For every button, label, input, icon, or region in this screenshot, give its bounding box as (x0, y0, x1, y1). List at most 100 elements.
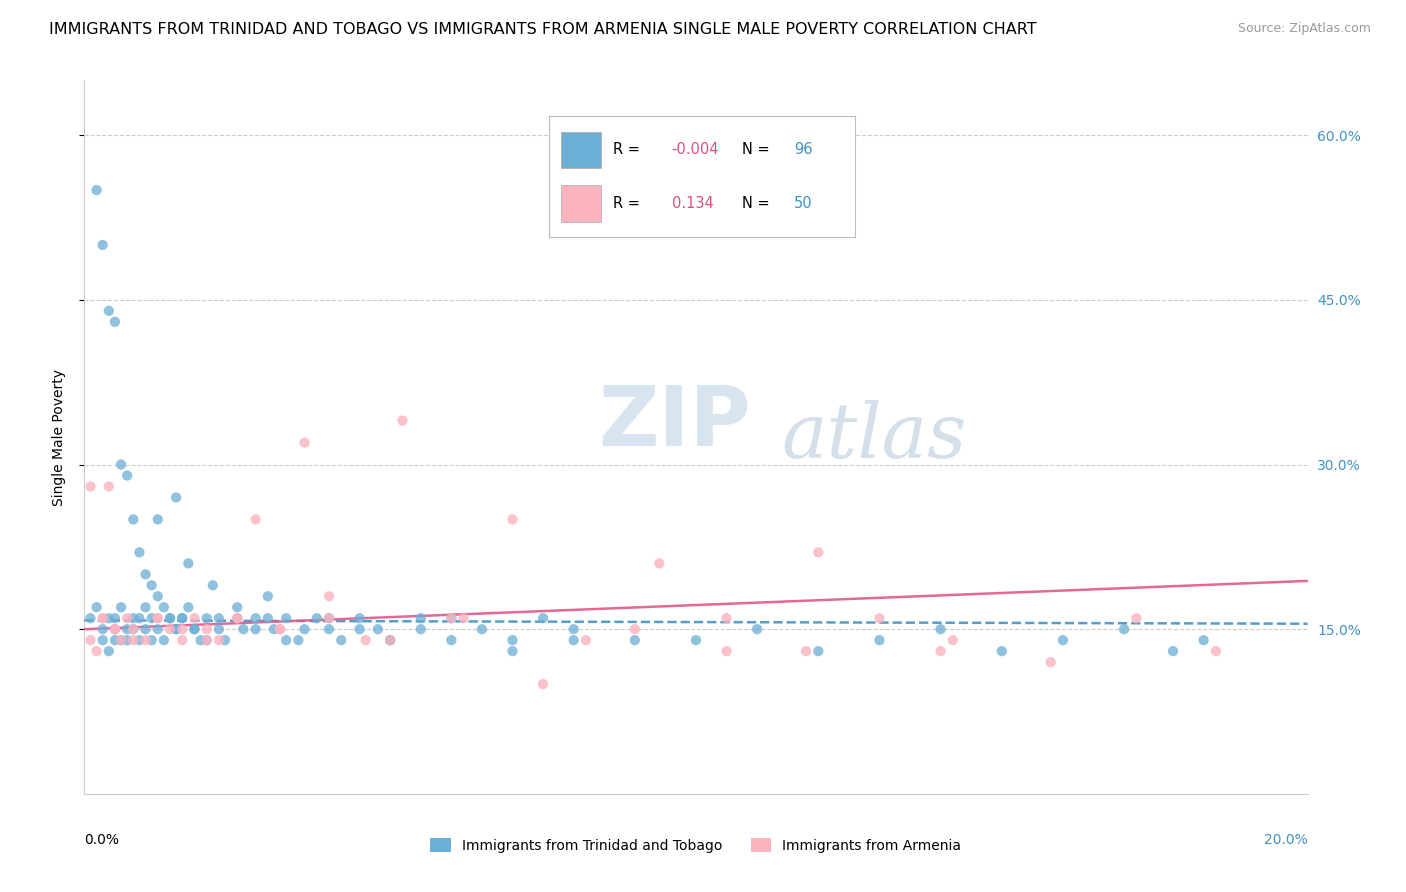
Point (269, 622, 291, 636)
Point (269, 622, 291, 636)
Point (1205, 644, 1227, 658)
Point (135, 567, 157, 582)
Point (115, 633, 138, 648)
Point (531, 677, 554, 691)
Point (380, 633, 402, 648)
Point (929, 622, 952, 636)
Point (440, 611, 463, 625)
Point (135, 622, 157, 636)
Point (245, 611, 267, 625)
Point (575, 633, 598, 648)
FancyBboxPatch shape (561, 132, 602, 168)
Point (159, 622, 181, 636)
Point (391, 414, 413, 428)
Point (257, 589, 280, 603)
Point (195, 611, 218, 625)
Point (91, 633, 114, 648)
Point (97, 611, 120, 625)
Point (942, 633, 965, 648)
Point (214, 633, 236, 648)
Point (409, 622, 432, 636)
Point (624, 633, 647, 648)
Point (226, 600, 249, 615)
Point (146, 611, 169, 625)
Point (122, 611, 145, 625)
Text: 96: 96 (794, 143, 813, 157)
Point (716, 611, 738, 625)
Point (79, 479, 101, 493)
Text: N =: N = (742, 143, 769, 157)
Point (502, 633, 524, 648)
Point (97, 644, 120, 658)
Point (562, 633, 585, 648)
Point (794, 644, 817, 658)
Point (226, 611, 249, 625)
Point (685, 633, 707, 648)
Point (104, 611, 127, 625)
Point (165, 622, 187, 636)
Point (91, 238, 114, 252)
Point (318, 611, 340, 625)
Point (208, 622, 231, 636)
Point (502, 644, 524, 658)
Text: N =: N = (742, 196, 769, 211)
Point (159, 611, 181, 625)
Point (869, 611, 891, 625)
Text: ZIP: ZIP (598, 383, 751, 463)
Point (146, 589, 169, 603)
Point (440, 633, 463, 648)
Point (624, 622, 647, 636)
Point (226, 611, 249, 625)
Text: R =: R = (613, 143, 640, 157)
Point (276, 611, 298, 625)
Point (531, 611, 554, 625)
Point (183, 611, 205, 625)
Point (86, 183, 108, 197)
Point (208, 633, 231, 648)
Point (91, 611, 114, 625)
Point (294, 435, 316, 450)
Point (115, 611, 138, 625)
Point (190, 633, 212, 648)
Point (86, 644, 108, 658)
Point (1192, 633, 1215, 648)
Point (929, 644, 952, 658)
Point (409, 611, 432, 625)
Text: IMMIGRANTS FROM TRINIDAD AND TOBAGO VS IMMIGRANTS FROM ARMENIA SINGLE MALE POVER: IMMIGRANTS FROM TRINIDAD AND TOBAGO VS I… (49, 22, 1036, 37)
Point (104, 622, 127, 636)
Point (502, 512, 524, 526)
Point (122, 512, 145, 526)
FancyBboxPatch shape (561, 186, 602, 221)
Legend: Immigrants from Trinidad and Tobago, Immigrants from Armenia: Immigrants from Trinidad and Tobago, Imm… (425, 832, 967, 858)
Point (146, 512, 169, 526)
Point (1114, 622, 1136, 636)
Point (141, 633, 163, 648)
Point (110, 633, 132, 648)
Point (128, 611, 150, 625)
Point (245, 512, 267, 526)
Point (354, 633, 377, 648)
Point (276, 633, 298, 648)
Point (263, 622, 285, 636)
Point (110, 633, 132, 648)
Point (1039, 655, 1062, 669)
Point (122, 633, 145, 648)
Point (91, 622, 114, 636)
Point (349, 611, 371, 625)
Point (122, 622, 145, 636)
Point (747, 622, 769, 636)
Point (226, 611, 249, 625)
Point (245, 622, 267, 636)
Point (1052, 633, 1074, 648)
Point (257, 611, 280, 625)
Point (104, 622, 127, 636)
Point (991, 644, 1014, 658)
Point (380, 633, 402, 648)
Point (716, 644, 738, 658)
Point (141, 611, 163, 625)
Point (869, 633, 891, 648)
Point (195, 622, 218, 636)
Point (201, 578, 224, 592)
Point (1125, 611, 1147, 625)
Point (349, 622, 371, 636)
